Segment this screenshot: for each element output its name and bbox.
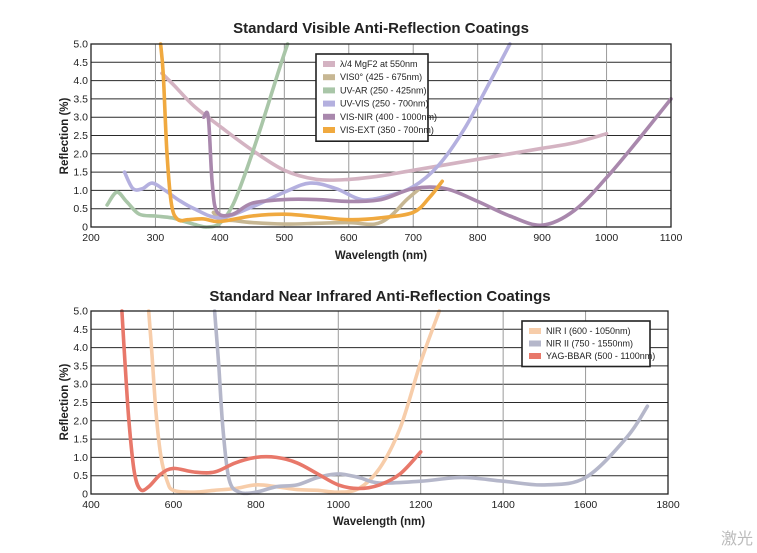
legend-swatch (323, 127, 335, 133)
legend-label: NIR I (600 - 1050nm) (546, 326, 631, 336)
y-tick-label: 4.5 (73, 57, 88, 69)
plot-frame (90, 310, 669, 495)
y-tick-label: 1.5 (73, 434, 88, 446)
legend-label: NIR II (750 - 1550nm) (546, 339, 633, 349)
x-tick-label: 500 (276, 232, 294, 244)
y-tick-label: 0.5 (73, 203, 88, 215)
legend-label: λ/4 MgF2 at 550nm (340, 59, 418, 69)
x-tick-label: 800 (469, 232, 487, 244)
x-tick-label: 1600 (574, 499, 598, 511)
y-tick-label: 3.5 (73, 360, 88, 372)
x-tick-labels: 400 600 800 1000 1200 1400 1600 1800 (82, 499, 680, 511)
y-tick-label: 4.5 (73, 324, 88, 336)
y-tick-label: 1.5 (73, 167, 88, 179)
x-tick-label: 400 (82, 499, 100, 511)
y-tick-label: 2.5 (73, 130, 88, 142)
legend: λ/4 MgF2 at 550nm VIS0° (425 - 675nm) UV-A… (315, 53, 437, 142)
series-line (122, 42, 512, 220)
legend-label: UV-VIS (250 - 700nm) (340, 99, 429, 109)
x-tick-label: 200 (82, 232, 100, 244)
y-tick-label: 0.5 (73, 470, 88, 482)
y-tick-label: 3.5 (73, 93, 88, 105)
x-tick-label: 600 (340, 232, 358, 244)
y-tick-label: 2.0 (73, 148, 88, 160)
legend-box (521, 320, 651, 368)
visible-coatings-chart: Standard Visible Anti-Reflection Coating… (59, 20, 682, 262)
x-tick-label: 400 (211, 232, 229, 244)
y-tick-labels: 0 0.5 1.0 1.5 2.0 2.5 3.0 3.5 4.0 4.5 5.0 (73, 39, 88, 234)
y-tick-label: 2.0 (73, 415, 88, 427)
x-tick-label: 1000 (327, 499, 351, 511)
series-line (105, 42, 290, 229)
watermark: 激光 (720, 529, 753, 548)
legend-label: VIS0° (425 - 675nm) (340, 72, 422, 82)
legend-swatch (529, 353, 541, 359)
x-tick-label: 1000 (595, 232, 619, 244)
series-line (120, 309, 423, 493)
legend-swatch (323, 74, 335, 81)
y-tick-label: 2.5 (73, 397, 88, 409)
legend-swatch (323, 87, 335, 94)
x-tick-labels: 200 300 400 500 600 700 800 900 1000 1100 (82, 232, 682, 244)
series-line (146, 309, 442, 495)
y-tick-label: 3.0 (73, 379, 88, 391)
x-tick-label: 900 (533, 232, 551, 244)
y-tick-label: 5.0 (73, 39, 88, 51)
legend-box (315, 53, 429, 142)
y-tick-label: 1.0 (73, 452, 88, 464)
series-group (105, 42, 673, 229)
x-tick-label: 700 (404, 232, 422, 244)
x-tick-label: 800 (247, 499, 265, 511)
y-tick-label: 4.0 (73, 342, 88, 354)
x-tick-label: 1200 (409, 499, 433, 511)
y-axis-label: Reflection (%) (59, 97, 71, 174)
legend-swatch (323, 100, 335, 107)
y-tick-label: 4.0 (73, 75, 88, 87)
legend-swatch (529, 340, 541, 347)
chart-title: Standard Near Infrared Anti-Reflection C… (209, 288, 550, 305)
series-line (202, 97, 673, 228)
y-tick-label: 0 (82, 222, 88, 234)
plot-frame (90, 43, 672, 228)
x-axis-label: Wavelength (nm) (333, 516, 425, 528)
x-axis-label: Wavelength (nm) (335, 250, 427, 262)
x-tick-label: 600 (165, 499, 183, 511)
x-tick-label: 1400 (491, 499, 515, 511)
legend-label: VIS-EXT (350 - 700nm) (340, 125, 434, 135)
y-tick-label: 5.0 (73, 306, 88, 318)
y-tick-label: 0 (82, 489, 88, 501)
legend: NIR I (600 - 1050nm) NIR II (750 - 1550nm… (521, 320, 655, 368)
legend-label: YAG-BBAR (500 - 1100nm) (546, 351, 655, 361)
legend-swatch (323, 61, 335, 67)
y-axis-label: Reflection (%) (59, 363, 71, 440)
y-tick-labels: 0 0.5 1.0 1.5 2.0 2.5 3.0 3.5 4.0 4.5 5.0 (73, 306, 88, 501)
x-tick-label: 1100 (660, 232, 683, 244)
series-group (120, 309, 650, 496)
near-infrared-coatings-chart: Standard Near Infrared Anti-Reflection C… (59, 288, 680, 528)
y-tick-label: 3.0 (73, 112, 88, 124)
legend-swatch (323, 113, 335, 120)
chart-title: Standard Visible Anti-Reflection Coating… (233, 20, 529, 37)
x-tick-label: 1800 (656, 499, 680, 511)
legend-swatch (529, 328, 541, 334)
x-tick-label: 300 (147, 232, 165, 244)
y-tick-label: 1.0 (73, 185, 88, 197)
legend-label: UV-AR (250 - 425nm) (340, 85, 427, 95)
series-line (158, 42, 444, 224)
legend-label: VIS-NIR (400 - 1000nm) (340, 112, 437, 122)
series-line (212, 309, 650, 496)
